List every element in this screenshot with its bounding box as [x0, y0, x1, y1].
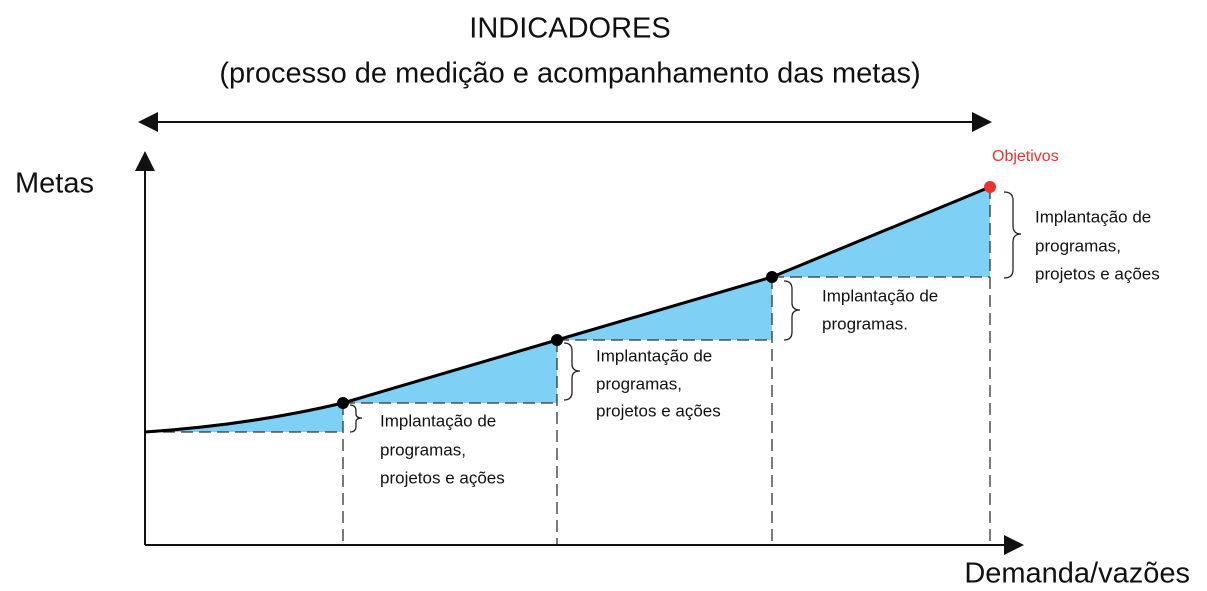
braces — [349, 191, 1022, 433]
point — [551, 334, 563, 346]
annotation-line: Implantação de — [380, 411, 496, 430]
annotation-line: Implantação de — [1035, 207, 1151, 226]
x-axis-label: Demanda/vazões — [964, 558, 1190, 590]
goal-point — [984, 181, 996, 193]
annotation-line: Implantação de — [596, 346, 712, 365]
annotation: Implantação de programas, projetos e açõ… — [1035, 207, 1160, 283]
annotation-line: projetos e ações — [1035, 264, 1160, 283]
brace — [1003, 191, 1022, 279]
fills — [145, 187, 990, 432]
brace — [563, 342, 581, 401]
guides — [145, 187, 991, 545]
y-axis-label: Metas — [15, 168, 94, 200]
goal-label: Objetivos — [992, 148, 1059, 165]
annotation-line: programas, — [1035, 236, 1121, 255]
dashed-horizontal — [145, 276, 990, 433]
annotation-line: Implantação de — [822, 286, 938, 305]
title: INDICADORES — [469, 13, 670, 45]
brace — [349, 404, 363, 433]
trend-line — [144, 185, 991, 434]
brace — [783, 280, 801, 341]
annotation-line: projetos e ações — [596, 401, 721, 420]
point — [766, 271, 778, 283]
annotation: Implantação de programas, projetos e açõ… — [380, 411, 505, 487]
subtitle: (processo de medição e acompanhamento da… — [219, 58, 920, 90]
annotation: Implantação de programas. — [822, 286, 938, 333]
annotation-line: programas, — [380, 440, 466, 459]
fill-area — [145, 403, 343, 432]
point — [337, 397, 349, 409]
annotation-line: programas, — [596, 374, 682, 393]
annotation-line: programas. — [822, 314, 908, 333]
annotation-line: projetos e ações — [380, 468, 505, 487]
annotation: Implantação de programas, projetos e açõ… — [596, 346, 721, 420]
